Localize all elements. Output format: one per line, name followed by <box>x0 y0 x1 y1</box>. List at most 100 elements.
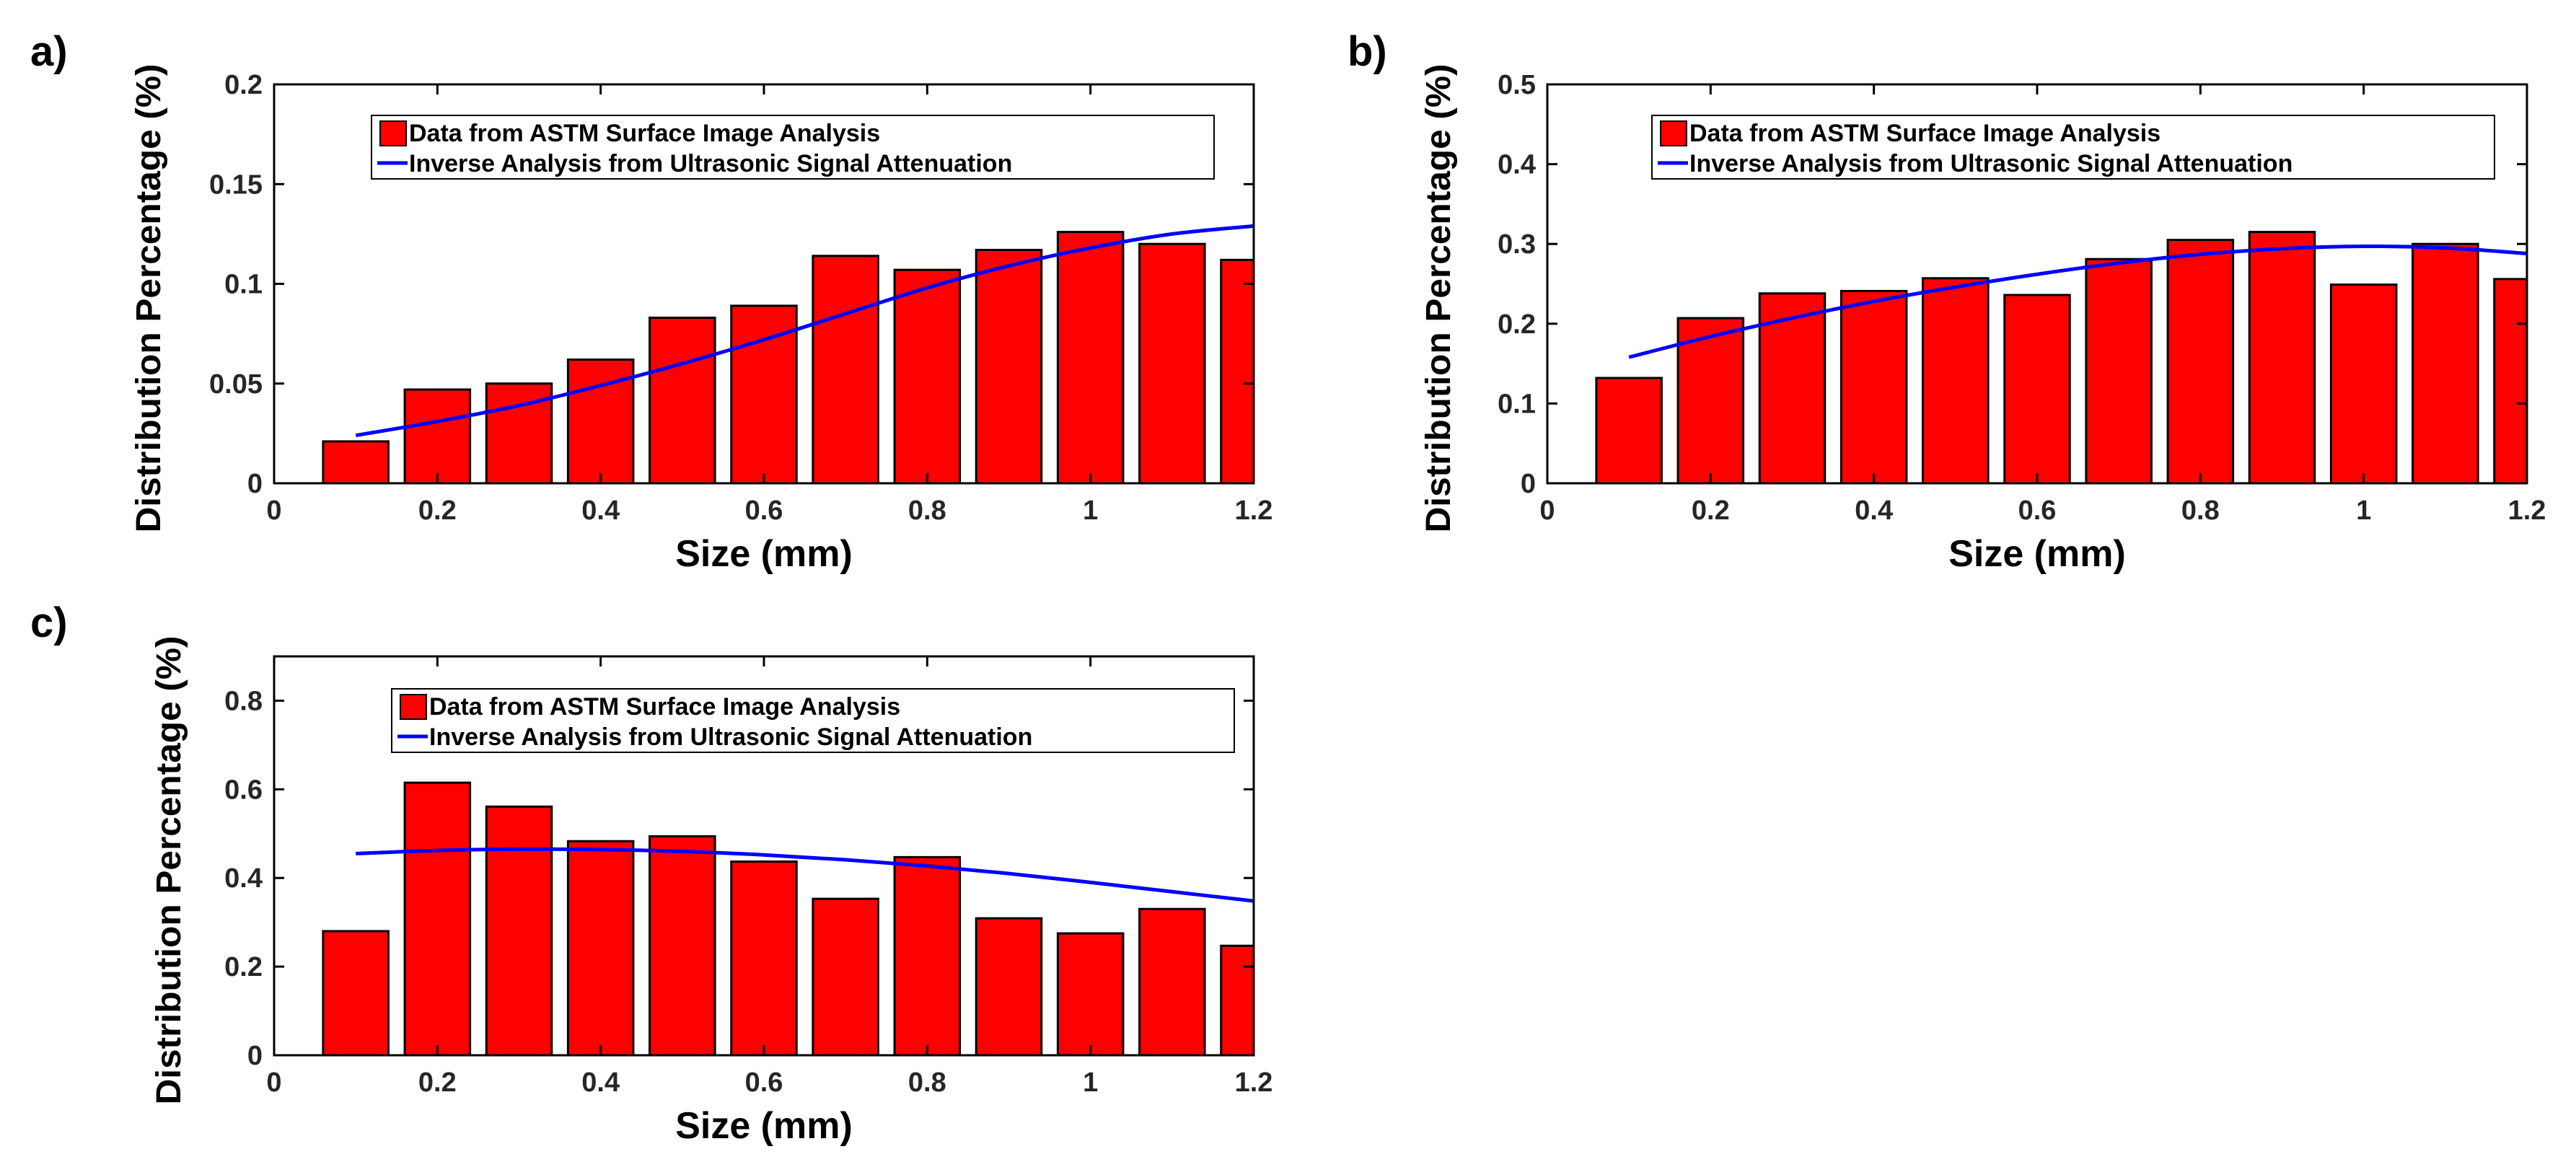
x-tick-label: 0.2 <box>1692 496 1730 526</box>
bar <box>2493 278 2527 483</box>
x-tick-label: 1 <box>1083 496 1098 526</box>
bar <box>1056 932 1125 1055</box>
x-tick-label: 0.4 <box>581 496 620 526</box>
bar <box>2329 283 2398 483</box>
x-tick-label: 0.8 <box>908 496 946 526</box>
bar <box>322 440 390 483</box>
plot-content <box>322 781 1254 1055</box>
y-tick-label: 0.8 <box>224 686 263 716</box>
legend-label-bar: Data from ASTM Surface Image Analysis <box>409 120 880 147</box>
x-axis-label: Size (mm) <box>675 533 853 575</box>
bar <box>812 255 879 483</box>
bar <box>1138 907 1206 1055</box>
plot-content <box>322 224 1254 483</box>
x-tick-label: 0.6 <box>745 496 783 526</box>
y-tick-label: 0.5 <box>1498 70 1536 100</box>
bar <box>1922 277 1990 483</box>
bar <box>485 805 553 1055</box>
bar <box>1758 292 1827 483</box>
bar <box>566 840 635 1055</box>
y-tick-label: 0.1 <box>1498 389 1536 419</box>
y-tick-label: 0.1 <box>224 270 263 300</box>
legend-bar-swatch <box>379 120 407 146</box>
bar <box>403 388 472 483</box>
bar <box>893 855 962 1055</box>
y-tick-label: 0.2 <box>224 70 263 100</box>
x-tick-label: 0.6 <box>2018 496 2057 526</box>
y-tick-label: 0.15 <box>209 170 263 200</box>
bar <box>2166 239 2235 483</box>
bar <box>975 917 1043 1055</box>
bar <box>1839 289 1908 483</box>
x-tick-label: 0.4 <box>581 1068 620 1098</box>
bar <box>1595 377 1663 483</box>
x-tick-label: 0.2 <box>418 496 457 526</box>
x-tick-label: 0 <box>266 1068 281 1098</box>
legend-box <box>1651 115 2495 180</box>
bar <box>1056 231 1125 483</box>
legend-label-line: Inverse Analysis from Ultrasonic Signal … <box>429 723 1032 751</box>
legend-box <box>391 688 1235 753</box>
legend-box <box>371 115 1215 180</box>
y-tick-label: 0.4 <box>1498 150 1536 180</box>
x-tick-label: 0.8 <box>2181 496 2220 526</box>
legend: Data from ASTM Surface Image Analysis Inv… <box>371 115 1215 180</box>
x-tick-label: 0.4 <box>1855 496 1893 526</box>
y-axis-label: Distribution Percentage (%) <box>150 635 188 1104</box>
legend: Data from ASTM Surface Image AnalysisInv… <box>391 688 1235 753</box>
bar <box>730 304 798 483</box>
y-axis-label: Distribution Percentage (%) <box>130 63 168 532</box>
plot-content <box>1595 231 2527 483</box>
bar <box>1138 242 1206 483</box>
panel-label-c: c) <box>30 599 68 646</box>
bar <box>1676 317 1745 483</box>
legend-bar-swatch <box>400 694 427 720</box>
bar <box>893 268 962 483</box>
x-tick-label: 1.2 <box>2508 496 2546 526</box>
bar <box>975 248 1043 483</box>
series-line <box>355 224 1254 438</box>
y-tick-label: 0.05 <box>209 369 263 400</box>
x-tick-label: 1 <box>1083 1068 1098 1098</box>
legend-label-bar: Data from ASTM Surface Image Analysis <box>1689 120 2160 147</box>
x-tick-label: 1 <box>2356 496 2371 526</box>
bar <box>730 860 798 1055</box>
legend-label-bar: Data from ASTM Surface Image Analysis <box>429 693 900 721</box>
y-tick-label: 0 <box>247 469 263 499</box>
x-axis-label: Size (mm) <box>1948 533 2126 575</box>
legend-label-line: Inverse Analysis from Ultrasonic Signal … <box>1689 150 2293 177</box>
y-tick-label: 0.6 <box>224 775 263 805</box>
x-tick-label: 0.2 <box>418 1068 457 1098</box>
bar <box>403 781 472 1055</box>
bar <box>812 897 879 1055</box>
bar <box>2248 231 2316 483</box>
bar <box>649 835 716 1055</box>
panel-label-b: b) <box>1348 28 1387 75</box>
panel-label-a: a) <box>30 28 68 75</box>
x-tick-label: 0.6 <box>745 1068 783 1098</box>
legend-bar-swatch <box>1660 120 1687 146</box>
x-tick-label: 1.2 <box>1235 1068 1273 1098</box>
y-axis-label: Distribution Percentage (%) <box>1420 64 1458 533</box>
series-line <box>1628 244 2527 359</box>
x-tick-label: 1.2 <box>1235 496 1273 526</box>
legend-label-line: Inverse Analysis from Ultrasonic Signal … <box>409 150 1012 177</box>
x-axis-label: Size (mm) <box>675 1105 853 1147</box>
x-tick-label: 0 <box>266 496 281 526</box>
bar <box>322 930 390 1055</box>
y-tick-label: 0 <box>247 1041 263 1071</box>
bar <box>649 317 716 483</box>
y-tick-label: 0 <box>1521 469 1536 499</box>
y-tick-label: 0.4 <box>224 863 263 894</box>
bar <box>2085 258 2153 483</box>
y-tick-label: 0.2 <box>224 952 263 982</box>
x-tick-label: 0 <box>1539 496 1555 526</box>
series-line <box>356 847 1254 903</box>
bar <box>2003 294 2071 483</box>
y-tick-label: 0.3 <box>1498 229 1536 260</box>
bar <box>2412 242 2479 483</box>
